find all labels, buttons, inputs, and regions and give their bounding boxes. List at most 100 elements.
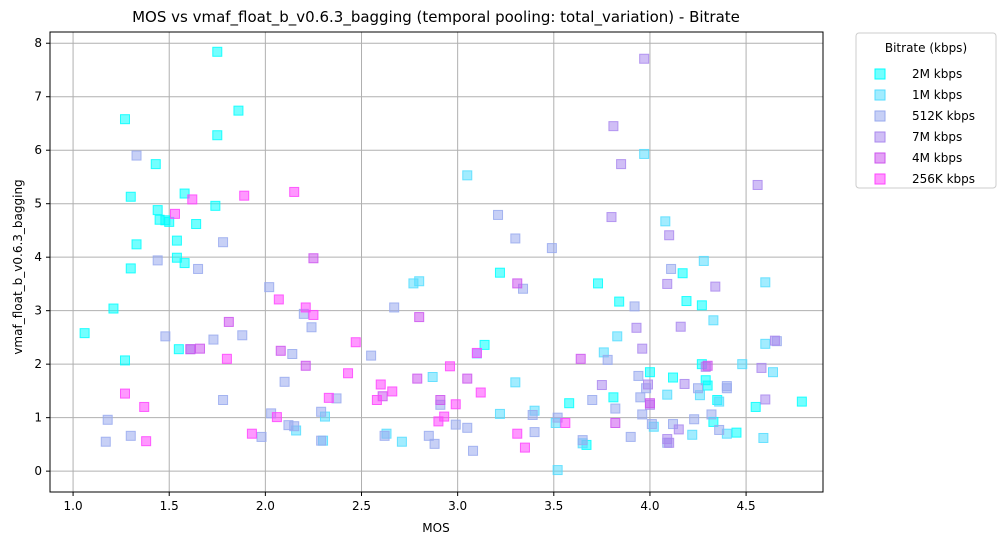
data-point bbox=[308, 253, 319, 264]
legend-items: 2M kbps 1M kbps 512K kbps 7M kbps 4M kbps 256… bbox=[874, 67, 975, 186]
data-point bbox=[350, 337, 361, 348]
legend-label: 2M kbps bbox=[912, 67, 962, 81]
y-axis-ticks: 0 1 2 3 4 5 6 7 8 bbox=[34, 36, 50, 478]
data-point bbox=[756, 362, 767, 373]
data-point bbox=[560, 418, 571, 428]
y-tick-label: 3 bbox=[34, 304, 42, 318]
data-point bbox=[673, 424, 684, 435]
y-axis-label: vmaf_float_b_v0.6.3_bagging bbox=[11, 179, 25, 354]
data-point bbox=[164, 216, 175, 227]
x-tick-label: 1.0 bbox=[64, 499, 83, 513]
x-tick-label: 4.5 bbox=[737, 499, 756, 513]
data-point bbox=[119, 114, 130, 125]
data-point bbox=[796, 396, 807, 407]
x-tick-label: 1.5 bbox=[160, 499, 179, 513]
y-tick-label: 7 bbox=[34, 90, 42, 104]
data-point bbox=[714, 396, 725, 407]
data-point bbox=[677, 268, 688, 279]
data-point bbox=[435, 395, 446, 405]
data-point bbox=[471, 347, 482, 358]
data-point bbox=[108, 303, 119, 314]
data-point bbox=[575, 353, 586, 364]
data-point bbox=[635, 392, 646, 403]
data-point bbox=[696, 300, 707, 311]
data-point bbox=[518, 283, 529, 294]
data-point bbox=[633, 370, 644, 381]
data-point bbox=[752, 179, 763, 190]
x-tick-label: 2.0 bbox=[256, 499, 275, 513]
data-point bbox=[287, 349, 298, 359]
data-point bbox=[493, 209, 504, 220]
data-point bbox=[218, 237, 229, 248]
data-point bbox=[389, 302, 400, 313]
y-tick-label: 2 bbox=[34, 357, 42, 371]
data-point bbox=[427, 372, 438, 382]
data-point bbox=[664, 230, 675, 241]
data-point bbox=[256, 431, 267, 442]
data-point bbox=[396, 436, 407, 447]
series-4 bbox=[185, 253, 713, 428]
data-point bbox=[379, 430, 390, 441]
data-point bbox=[666, 263, 677, 274]
data-point bbox=[119, 388, 130, 399]
data-point bbox=[423, 430, 434, 441]
data-point bbox=[343, 368, 354, 379]
data-point bbox=[450, 399, 461, 410]
data-point bbox=[429, 438, 440, 449]
data-point bbox=[646, 419, 657, 430]
data-point bbox=[179, 188, 190, 199]
legend-marker bbox=[874, 152, 886, 164]
y-tick-label: 1 bbox=[34, 411, 42, 425]
legend-label: 256K kbps bbox=[912, 172, 975, 186]
data-point bbox=[587, 395, 598, 405]
data-point bbox=[660, 216, 671, 227]
data-point bbox=[512, 428, 523, 439]
data-point bbox=[612, 331, 623, 342]
data-point bbox=[629, 301, 640, 312]
data-point bbox=[668, 419, 679, 430]
data-point bbox=[769, 335, 780, 346]
data-point bbox=[616, 159, 627, 170]
data-point bbox=[721, 383, 732, 394]
data-point bbox=[479, 339, 490, 350]
data-point bbox=[702, 380, 713, 391]
data-point bbox=[681, 296, 692, 307]
data-point bbox=[750, 401, 761, 412]
data-point bbox=[608, 392, 619, 403]
data-point bbox=[316, 406, 327, 417]
data-point bbox=[131, 150, 142, 161]
data-point bbox=[468, 445, 479, 456]
data-point bbox=[218, 395, 229, 405]
data-point bbox=[760, 277, 771, 288]
y-tick-label: 4 bbox=[34, 250, 42, 264]
data-point bbox=[614, 296, 625, 307]
legend-title: Bitrate (kbps) bbox=[885, 41, 967, 55]
data-point bbox=[179, 258, 190, 269]
legend-label: 7M kbps bbox=[912, 130, 962, 144]
data-point bbox=[519, 442, 530, 453]
data-point bbox=[191, 219, 202, 230]
data-point bbox=[160, 331, 171, 342]
data-point bbox=[387, 386, 398, 397]
data-point bbox=[125, 263, 136, 274]
data-point bbox=[185, 344, 196, 355]
data-point bbox=[223, 316, 234, 327]
y-tick-label: 0 bbox=[34, 464, 42, 478]
y-tick-label: 8 bbox=[34, 36, 42, 50]
data-point bbox=[687, 429, 698, 440]
data-point bbox=[475, 387, 486, 398]
data-point bbox=[577, 435, 588, 446]
data-point bbox=[141, 436, 152, 447]
data-point bbox=[494, 267, 505, 278]
legend-marker bbox=[874, 173, 886, 185]
data-point bbox=[689, 414, 700, 425]
data-point bbox=[366, 350, 377, 361]
data-point bbox=[644, 398, 655, 409]
y-tick-label: 5 bbox=[34, 197, 42, 211]
data-point bbox=[375, 379, 386, 390]
data-point bbox=[300, 360, 311, 371]
data-point bbox=[412, 373, 423, 384]
data-point bbox=[100, 436, 111, 447]
x-axis-ticks: 1.0 1.5 2.0 2.5 3.0 3.5 4.0 4.5 bbox=[64, 492, 756, 513]
